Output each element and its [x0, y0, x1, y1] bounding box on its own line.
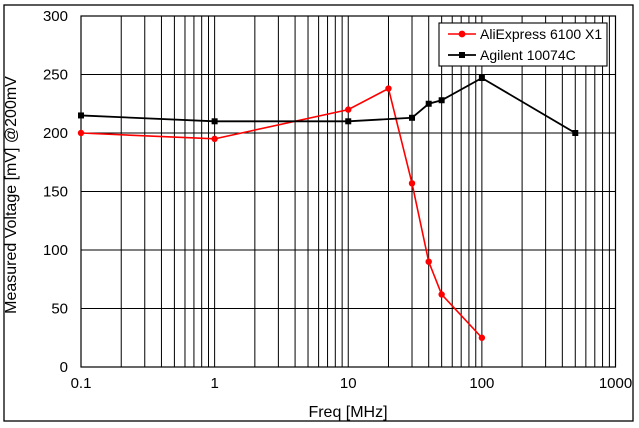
svg-text:10: 10 [340, 375, 357, 392]
svg-text:Agilent 10074C: Agilent 10074C [480, 47, 576, 63]
svg-text:150: 150 [43, 184, 68, 201]
svg-text:200: 200 [43, 125, 68, 142]
svg-text:300: 300 [43, 8, 68, 25]
svg-text:0: 0 [60, 359, 68, 376]
svg-text:100: 100 [43, 242, 68, 259]
svg-text:50: 50 [51, 301, 68, 318]
svg-text:0.1: 0.1 [71, 375, 92, 392]
svg-text:Measured Voltage [mV] @200mV: Measured Voltage [mV] @200mV [3, 76, 20, 314]
svg-text:AliExpress 6100 X1: AliExpress 6100 X1 [480, 26, 602, 42]
svg-text:250: 250 [43, 67, 68, 84]
svg-text:1: 1 [210, 375, 218, 392]
svg-text:Freq [MHz]: Freq [MHz] [308, 404, 387, 421]
svg-text:1000: 1000 [599, 375, 632, 392]
svg-text:100: 100 [469, 375, 494, 392]
